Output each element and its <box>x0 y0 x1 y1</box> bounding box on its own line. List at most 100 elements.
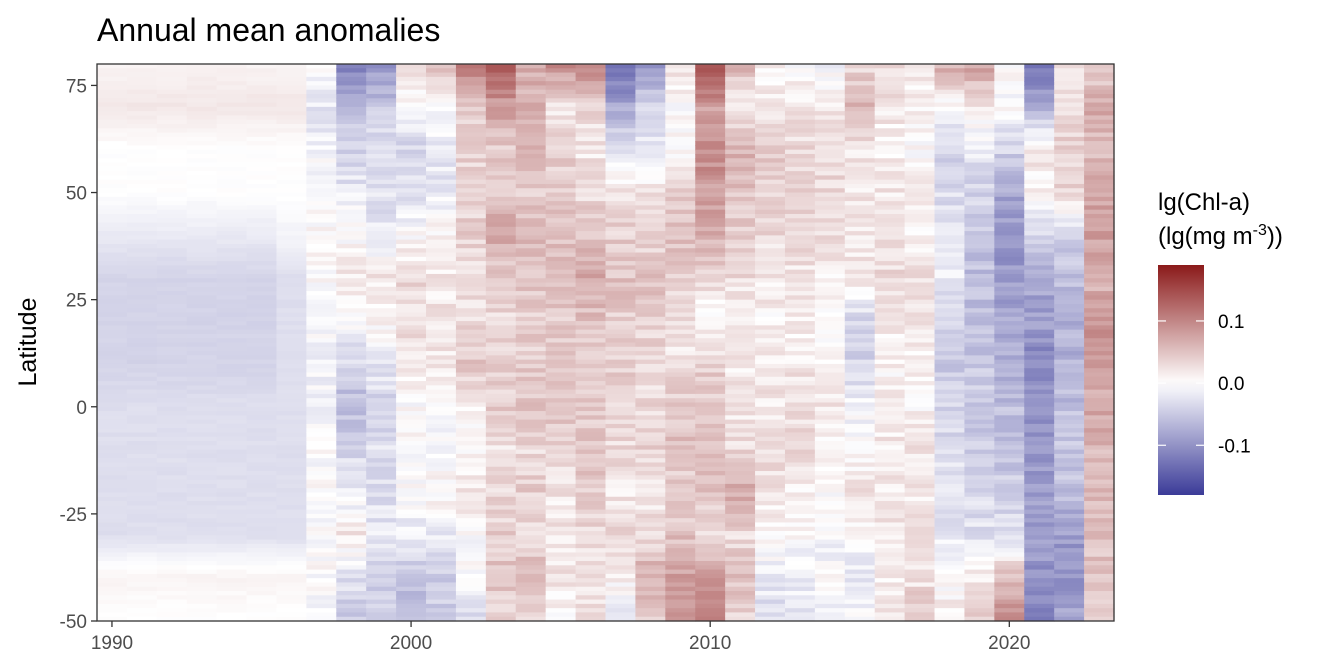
heatmap-cell <box>515 145 547 151</box>
heatmap-cell <box>126 389 158 395</box>
heatmap-cell <box>874 346 906 352</box>
heatmap-cell <box>545 106 577 112</box>
heatmap-cell <box>545 599 577 605</box>
heatmap-cell <box>515 363 547 369</box>
heatmap-cell <box>725 522 756 528</box>
heatmap-cell <box>725 548 756 554</box>
heatmap-cell <box>904 569 936 575</box>
heatmap-cell <box>186 406 218 412</box>
heatmap-cell <box>994 192 1025 198</box>
heatmap-cell <box>605 406 637 412</box>
heatmap-cell <box>605 411 637 416</box>
heatmap-cell <box>515 218 547 224</box>
heatmap-cell <box>426 76 457 82</box>
heatmap-cell <box>605 171 637 176</box>
heatmap-cell <box>904 535 936 541</box>
heatmap-cell <box>276 325 307 331</box>
heatmap-cell <box>396 64 427 69</box>
heatmap-cell <box>485 183 517 189</box>
heatmap-cell <box>665 81 696 87</box>
heatmap-cell <box>1024 98 1055 104</box>
heatmap-cell <box>306 591 337 596</box>
heatmap-cell <box>336 106 367 112</box>
heatmap-cell <box>755 531 786 536</box>
heatmap-cell <box>725 119 756 125</box>
heatmap-cell <box>934 269 966 275</box>
heatmap-cell <box>515 372 547 378</box>
heatmap-cell <box>725 582 756 588</box>
heatmap-cell <box>126 522 158 528</box>
heatmap-cell <box>934 449 966 455</box>
heatmap-cell <box>126 115 158 121</box>
heatmap-cell <box>545 119 577 125</box>
heatmap-cell <box>276 535 307 541</box>
heatmap-cell <box>635 209 666 215</box>
heatmap-cell <box>994 531 1025 536</box>
heatmap-cell <box>755 265 786 271</box>
heatmap-cell <box>97 599 128 605</box>
heatmap-cell <box>485 372 517 378</box>
heatmap-cell <box>366 321 397 326</box>
heatmap-cell <box>545 98 577 104</box>
heatmap-cell <box>455 381 487 386</box>
heatmap-cell <box>605 402 637 408</box>
heatmap-cell <box>246 548 278 554</box>
heatmap-cell <box>814 153 846 159</box>
heatmap-cell <box>934 565 966 571</box>
heatmap-cell <box>366 338 397 344</box>
heatmap-cell <box>844 231 876 236</box>
heatmap-cell <box>665 612 696 618</box>
heatmap-cell <box>426 248 457 254</box>
heatmap-cell <box>366 406 397 412</box>
heatmap-cell <box>635 436 666 442</box>
heatmap-cell <box>964 453 995 459</box>
heatmap-cell <box>545 76 577 82</box>
heatmap-cell <box>1084 363 1115 369</box>
heatmap-cell <box>725 192 756 198</box>
heatmap-cell <box>874 162 906 168</box>
heatmap-cell <box>545 192 577 198</box>
heatmap-cell <box>126 145 158 151</box>
heatmap-cell <box>485 612 517 618</box>
heatmap-cell <box>306 586 337 592</box>
heatmap-cell <box>306 338 337 344</box>
heatmap-cell <box>605 218 637 224</box>
heatmap-cell <box>814 518 846 524</box>
heatmap-cell <box>695 612 726 618</box>
heatmap-cell <box>844 81 876 87</box>
heatmap-cell <box>695 586 726 592</box>
heatmap-cell <box>216 526 248 532</box>
heatmap-cell <box>156 548 188 554</box>
heatmap-cell <box>97 248 128 254</box>
heatmap-cell <box>216 453 248 459</box>
heatmap-cell <box>605 419 637 425</box>
heatmap-cell <box>485 119 517 125</box>
heatmap-cell <box>246 312 278 318</box>
heatmap-cell <box>455 123 487 129</box>
heatmap-cell <box>784 513 816 519</box>
heatmap-cell <box>934 505 966 511</box>
heatmap-cell <box>426 479 457 485</box>
heatmap-cell <box>964 303 995 309</box>
heatmap-cell <box>1084 453 1115 459</box>
heatmap-cell <box>366 261 397 266</box>
heatmap-cell <box>844 509 876 515</box>
heatmap-cell <box>276 599 307 605</box>
heatmap-cell <box>784 359 816 365</box>
heatmap-cell <box>874 106 906 112</box>
heatmap-cell <box>426 325 457 331</box>
heatmap-cell <box>605 196 637 202</box>
heatmap-cell <box>1054 265 1085 271</box>
heatmap-cell <box>725 428 756 434</box>
heatmap-cell <box>844 466 876 472</box>
heatmap-cell <box>844 188 876 194</box>
heatmap-cell <box>695 89 726 95</box>
heatmap-cell <box>1054 76 1085 82</box>
heatmap-cell <box>515 351 547 356</box>
heatmap-cell <box>665 393 696 399</box>
heatmap-cell <box>994 308 1025 314</box>
heatmap-cell <box>605 205 637 211</box>
heatmap-cell <box>545 81 577 87</box>
heatmap-cell <box>276 591 307 596</box>
heatmap-cell <box>1054 539 1085 545</box>
